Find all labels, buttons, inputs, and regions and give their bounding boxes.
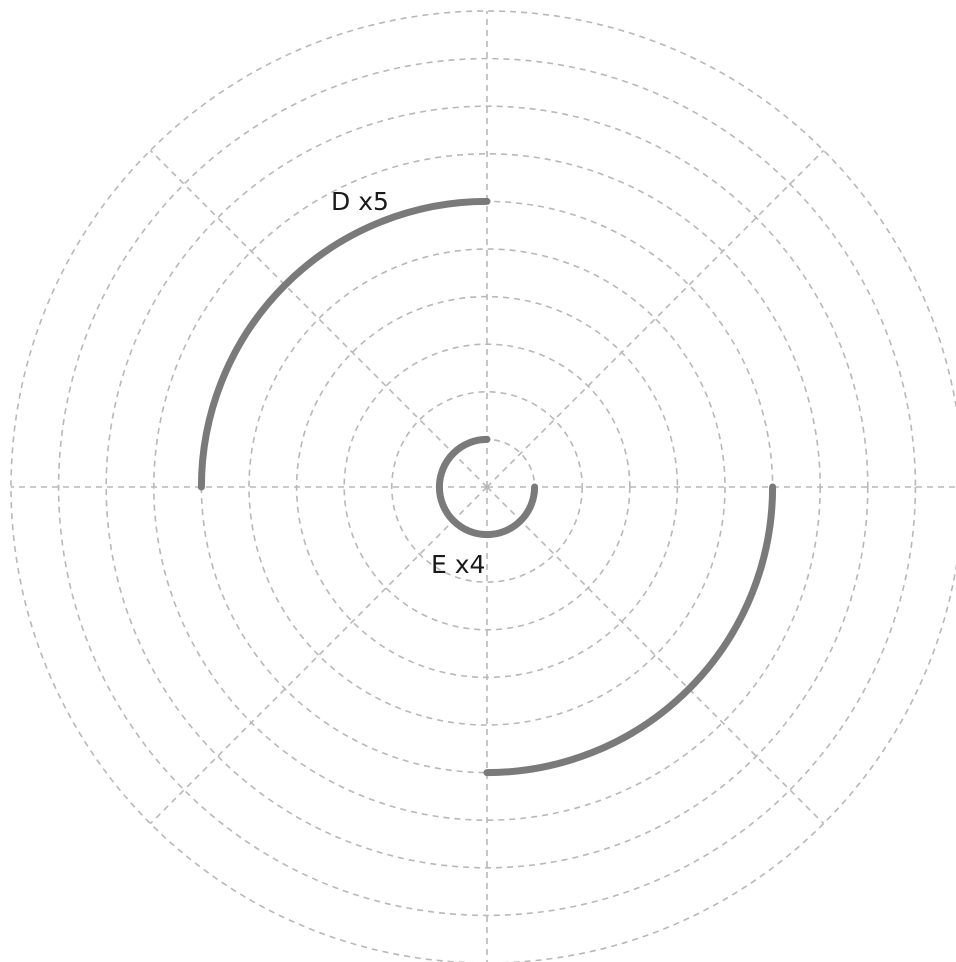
grid-spoke xyxy=(149,149,488,488)
grid-ring xyxy=(105,105,869,869)
grid-spoke xyxy=(149,486,488,825)
grid-ring xyxy=(57,57,917,917)
arc-label-e: E x4 xyxy=(431,550,485,579)
arc-e xyxy=(435,435,539,539)
grid-ring xyxy=(248,248,726,726)
grid-ring xyxy=(343,343,631,631)
arc-label-d: D x5 xyxy=(331,187,389,216)
label-layer: D x5 E x4 xyxy=(331,187,485,579)
arc-d-mirror xyxy=(483,483,777,777)
grid-spoke xyxy=(486,149,825,488)
arc-d xyxy=(197,197,491,491)
grid-spoke xyxy=(486,486,825,825)
grid-ring xyxy=(390,390,583,583)
polar-grid xyxy=(10,10,956,962)
arc-layer xyxy=(197,197,777,777)
